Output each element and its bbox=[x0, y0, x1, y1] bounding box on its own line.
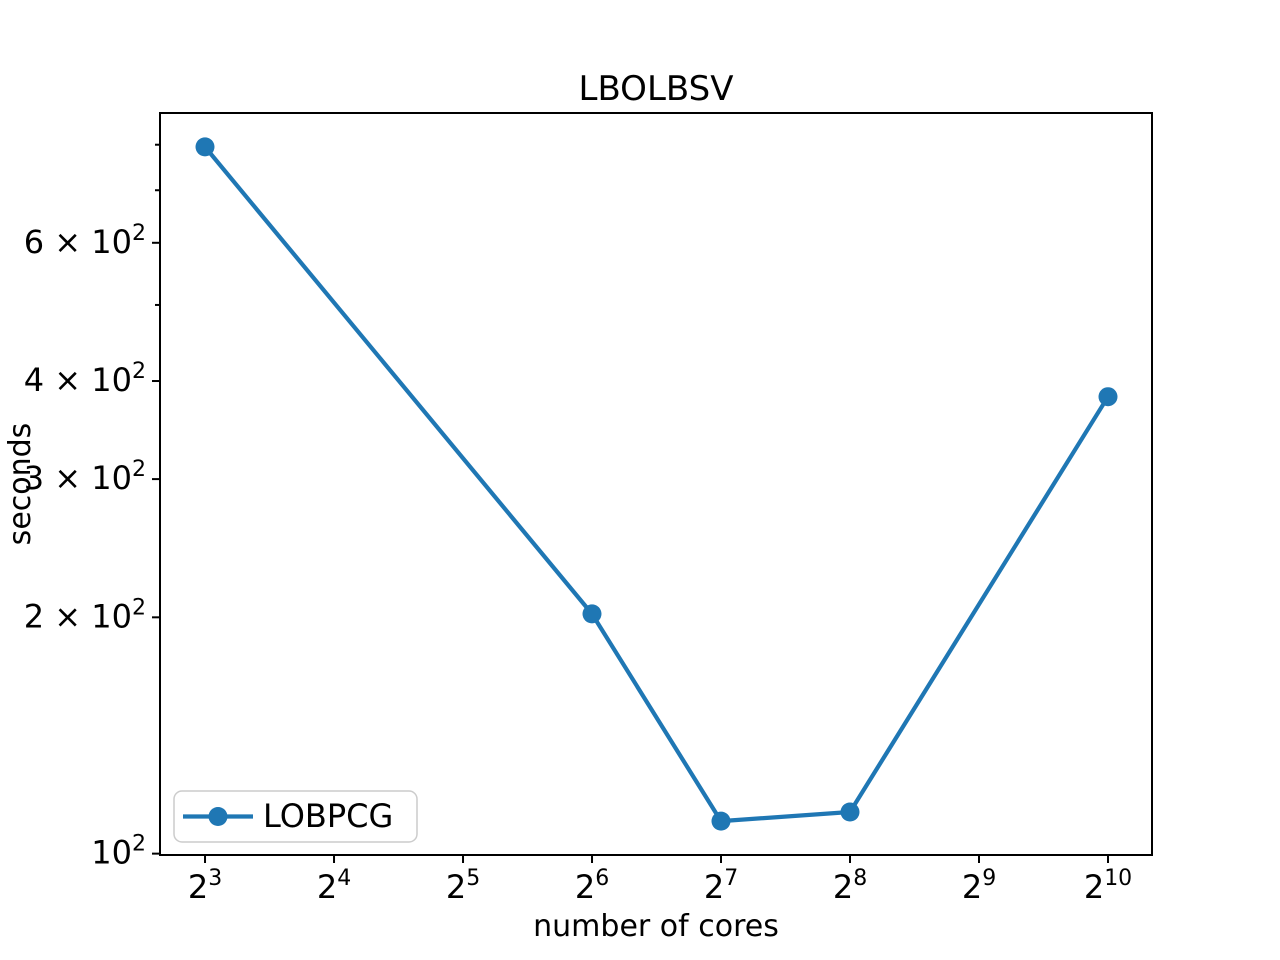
data-series bbox=[195, 137, 1118, 831]
x-axis-label: number of cores bbox=[533, 909, 779, 944]
x-tick-label: 27 bbox=[704, 866, 738, 906]
legend: LOBPCG bbox=[173, 790, 418, 843]
y-tick-label: 6 × 102 bbox=[24, 221, 146, 261]
data-point-marker bbox=[1098, 387, 1118, 407]
x-tick-label: 25 bbox=[446, 866, 480, 906]
data-point-marker bbox=[582, 604, 602, 624]
x-tick-label: 26 bbox=[575, 866, 609, 906]
y-axis-label: seconds bbox=[3, 423, 38, 546]
x-tick-label: 28 bbox=[833, 866, 867, 906]
plot-area-border bbox=[159, 112, 1153, 856]
y-tick-label: 2 × 102 bbox=[24, 595, 146, 635]
chart-title: LBOLBSV bbox=[579, 69, 734, 109]
data-point-marker bbox=[195, 137, 215, 157]
legend-marker-icon bbox=[208, 807, 228, 826]
x-tick-label: 210 bbox=[1084, 866, 1132, 906]
legend-box bbox=[173, 790, 418, 843]
data-point-marker bbox=[840, 802, 860, 822]
y-axis-ticks: 102 2 × 102 3 × 102 4 × 102 6 × 102 bbox=[24, 143, 160, 872]
y-tick-label: 102 bbox=[91, 832, 146, 872]
x-axis-ticks: 23 24 25 26 27 28 29 210 bbox=[188, 855, 1132, 906]
series-line bbox=[202, 144, 1111, 824]
y-tick-label: 3 × 102 bbox=[24, 457, 146, 497]
legend-entry-label: LOBPCG bbox=[263, 797, 393, 835]
data-point-marker bbox=[711, 811, 731, 831]
y-tick-label: 4 × 102 bbox=[24, 359, 146, 399]
x-tick-label: 23 bbox=[188, 866, 222, 906]
x-tick-label: 24 bbox=[317, 866, 351, 906]
x-tick-label: 29 bbox=[962, 866, 996, 906]
